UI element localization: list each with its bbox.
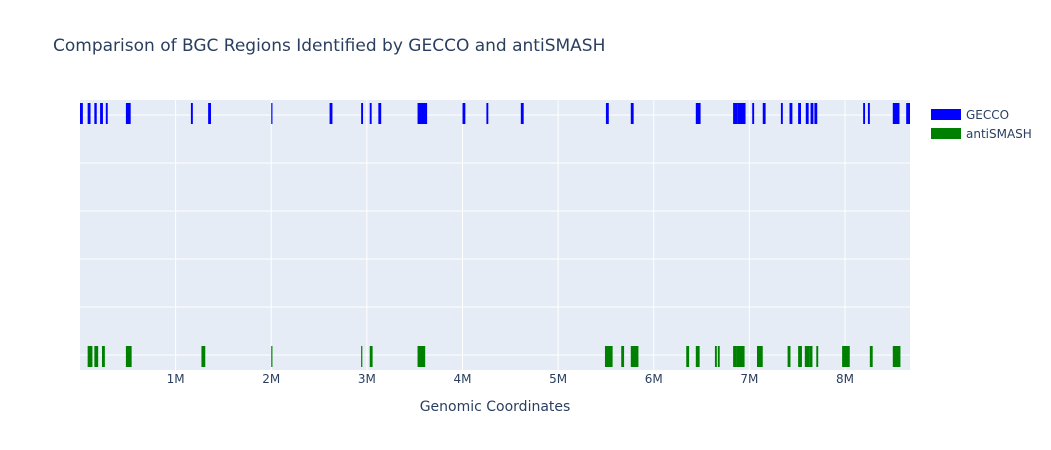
legend-label: antiSMASH bbox=[966, 127, 1032, 141]
antismash-region-bar[interactable] bbox=[809, 346, 813, 367]
legend-item-gecco[interactable]: GECCO bbox=[931, 108, 1009, 122]
antismash-region-bar[interactable] bbox=[630, 346, 639, 367]
gecco-region-bar[interactable] bbox=[100, 103, 103, 124]
gecco-region-bar[interactable] bbox=[863, 103, 866, 124]
gecco-region-bar[interactable] bbox=[80, 103, 83, 124]
gecco-region-bar[interactable] bbox=[208, 103, 212, 124]
antismash-region-bar[interactable] bbox=[94, 346, 99, 367]
gecco-region-bar[interactable] bbox=[125, 103, 131, 124]
antismash-region-bar[interactable] bbox=[869, 346, 873, 367]
antismash-region-bar[interactable] bbox=[621, 346, 625, 367]
antismash-region-bar[interactable] bbox=[369, 346, 373, 367]
antismash-region-bar[interactable] bbox=[816, 346, 819, 367]
gecco-region-bar[interactable] bbox=[752, 103, 755, 124]
x-tick-label: 4M bbox=[453, 372, 471, 386]
antismash-region-bar[interactable] bbox=[101, 346, 105, 367]
x-tick-label: 2M bbox=[262, 372, 280, 386]
gecco-region-bar[interactable] bbox=[486, 103, 489, 124]
antismash-region-bar[interactable] bbox=[757, 346, 763, 367]
series-gecco bbox=[80, 103, 910, 124]
gecco-region-bar[interactable] bbox=[190, 103, 193, 124]
antismash-region-bar[interactable] bbox=[417, 346, 426, 367]
antismash-region-bar[interactable] bbox=[201, 346, 206, 367]
gecco-region-bar[interactable] bbox=[780, 103, 783, 124]
x-tick-label: 5M bbox=[549, 372, 567, 386]
antismash-region-bar[interactable] bbox=[892, 346, 901, 367]
gecco-region-bar[interactable] bbox=[361, 103, 364, 124]
legend[interactable]: GECCO antiSMASH bbox=[931, 108, 1032, 141]
gecco-region-bar[interactable] bbox=[520, 103, 524, 124]
gecco-region-bar[interactable] bbox=[789, 103, 793, 124]
gecco-region-bar[interactable] bbox=[105, 103, 108, 124]
antismash-region-bar[interactable] bbox=[842, 346, 850, 367]
gecco-region-bar[interactable] bbox=[810, 103, 814, 124]
gecco-region-bar[interactable] bbox=[369, 103, 372, 124]
gecco-region-bar[interactable] bbox=[798, 103, 801, 124]
antismash-region-bar[interactable] bbox=[604, 346, 613, 367]
legend-label: GECCO bbox=[966, 108, 1009, 122]
gecco-region-bar[interactable] bbox=[417, 103, 428, 124]
gecco-region-bar[interactable] bbox=[329, 103, 333, 124]
legend-swatch bbox=[931, 128, 961, 139]
gecco-region-bar[interactable] bbox=[605, 103, 609, 124]
plot-area bbox=[80, 100, 910, 370]
gecco-region-bar[interactable] bbox=[892, 103, 900, 124]
antismash-region-bar[interactable] bbox=[733, 346, 737, 367]
antismash-region-bar[interactable] bbox=[804, 346, 810, 367]
gecco-region-bar[interactable] bbox=[867, 103, 870, 124]
legend-swatch bbox=[931, 109, 961, 120]
gecco-region-bar[interactable] bbox=[87, 103, 91, 124]
gecco-region-bar[interactable] bbox=[695, 103, 701, 124]
antismash-region-bar[interactable] bbox=[125, 346, 132, 367]
gecco-region-bar[interactable] bbox=[733, 103, 738, 124]
chart-title: Comparison of BGC Regions Identified by … bbox=[53, 36, 605, 56]
region-bars bbox=[80, 103, 910, 367]
gecco-region-bar[interactable] bbox=[762, 103, 766, 124]
gecco-region-bar[interactable] bbox=[814, 103, 818, 124]
antismash-region-bar[interactable] bbox=[714, 346, 717, 367]
x-axis-ticks: 1M 2M 3M 4M 5M 6M 7M 8M bbox=[167, 372, 854, 386]
series-antismash bbox=[87, 346, 901, 367]
x-tick-label: 1M bbox=[167, 372, 185, 386]
antismash-region-bar[interactable] bbox=[361, 346, 363, 367]
gecco-region-bar[interactable] bbox=[737, 103, 746, 124]
gecco-region-bar[interactable] bbox=[462, 103, 466, 124]
antismash-region-bar[interactable] bbox=[736, 346, 745, 367]
antismash-region-bar[interactable] bbox=[787, 346, 791, 367]
x-tick-label: 3M bbox=[358, 372, 376, 386]
x-axis-title: Genomic Coordinates bbox=[420, 399, 571, 415]
x-tick-label: 7M bbox=[740, 372, 758, 386]
antismash-region-bar[interactable] bbox=[798, 346, 802, 367]
antismash-region-bar[interactable] bbox=[87, 346, 93, 367]
x-tick-label: 6M bbox=[645, 372, 663, 386]
antismash-region-bar[interactable] bbox=[686, 346, 690, 367]
gecco-region-bar[interactable] bbox=[805, 103, 809, 124]
gecco-region-bar[interactable] bbox=[630, 103, 634, 124]
gecco-region-bar[interactable] bbox=[378, 103, 382, 124]
antismash-region-bar[interactable] bbox=[717, 346, 720, 367]
grid-lines bbox=[80, 100, 910, 370]
gecco-region-bar[interactable] bbox=[906, 103, 910, 124]
antismash-region-bar[interactable] bbox=[271, 346, 273, 367]
x-tick-label: 8M bbox=[836, 372, 854, 386]
gecco-region-bar[interactable] bbox=[94, 103, 97, 124]
legend-item-antismash[interactable]: antiSMASH bbox=[931, 127, 1032, 141]
antismash-region-bar[interactable] bbox=[695, 346, 700, 367]
gecco-region-bar[interactable] bbox=[271, 103, 273, 124]
